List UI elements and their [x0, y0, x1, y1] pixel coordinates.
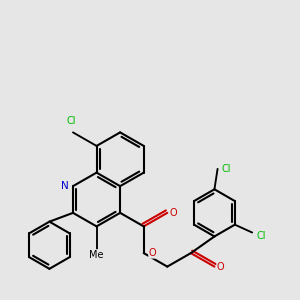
Text: N: N [61, 181, 69, 191]
Text: Cl: Cl [222, 164, 231, 174]
Text: Me: Me [89, 250, 104, 260]
Text: O: O [170, 208, 177, 218]
Text: O: O [149, 248, 156, 258]
Text: Cl: Cl [256, 231, 266, 241]
Text: Cl: Cl [67, 116, 76, 126]
Text: O: O [217, 262, 224, 272]
